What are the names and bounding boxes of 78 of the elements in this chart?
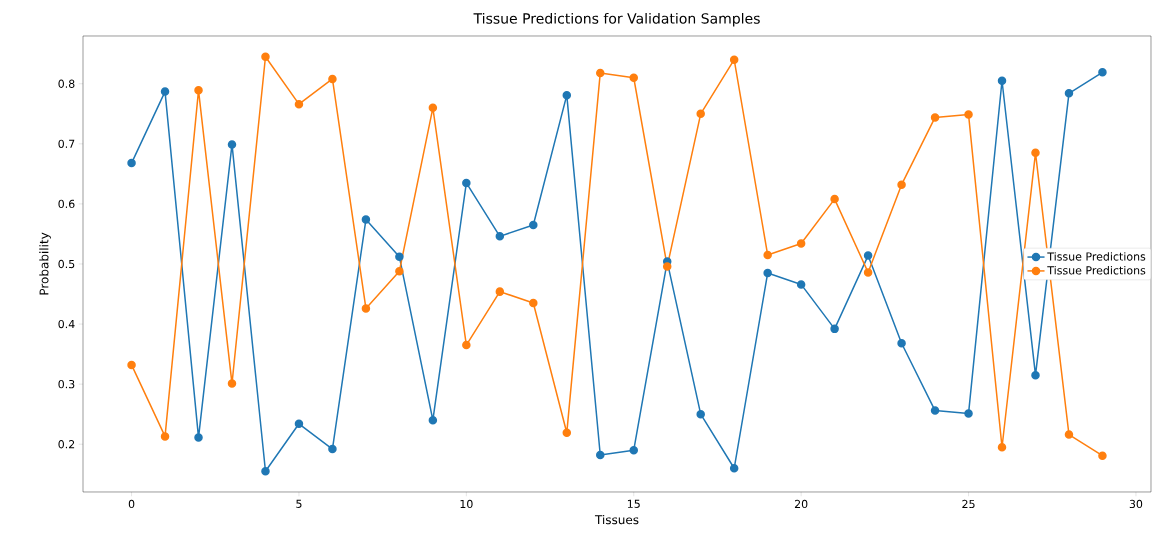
point (261, 467, 270, 476)
point (361, 304, 371, 313)
point (562, 428, 572, 438)
x-tick-label: 0 (128, 499, 135, 509)
y-tick-label: 0.5 (58, 259, 75, 269)
point (294, 419, 304, 429)
y-tick-label: 0.6 (58, 199, 75, 209)
point (796, 239, 806, 248)
y-tick-label: 0.8 (58, 79, 75, 88)
point (1031, 370, 1040, 380)
point (495, 287, 505, 296)
legend-label: Tissue Predictions (1047, 265, 1146, 275)
point (1064, 430, 1074, 439)
x-tick-label: 10 (460, 499, 473, 509)
x-tick-label: 30 (1129, 499, 1143, 509)
point (830, 194, 839, 204)
point (729, 464, 739, 473)
point (997, 76, 1007, 85)
y-tick-label: 0.3 (58, 379, 75, 389)
x-tick-label: 5 (296, 499, 302, 508)
y-axis-title: Probability (39, 232, 51, 295)
point (796, 280, 806, 289)
point (462, 178, 471, 188)
point (495, 232, 505, 241)
point (696, 109, 705, 119)
y-tick-label: 0.2 (58, 440, 75, 449)
point (227, 379, 237, 388)
point (930, 113, 940, 122)
point (863, 268, 873, 277)
point (127, 360, 136, 370)
point (227, 140, 237, 149)
point (261, 52, 270, 61)
point (428, 103, 438, 113)
point (863, 251, 873, 260)
point (529, 298, 538, 308)
point (428, 415, 438, 425)
point (763, 250, 772, 260)
x-tick-label: 25 (962, 499, 975, 509)
point (830, 324, 839, 334)
y-tick-label: 0.4 (58, 319, 75, 329)
point (696, 409, 705, 419)
y-tick-label: 0.7 (58, 139, 75, 148)
point (662, 262, 672, 271)
point (897, 180, 906, 189)
point (395, 266, 404, 276)
point (328, 444, 337, 454)
x-axis-title: Tissues (594, 514, 639, 525)
point (127, 158, 136, 168)
x-tick-label: 20 (794, 499, 808, 509)
point (596, 450, 605, 460)
legend-label: Tissue Predictions (1047, 252, 1146, 261)
point (1064, 89, 1074, 98)
point (997, 442, 1007, 452)
point (629, 445, 638, 455)
point (462, 340, 471, 350)
point (729, 55, 739, 64)
point (763, 268, 772, 278)
point (964, 110, 973, 119)
point (529, 220, 538, 230)
point (294, 99, 304, 109)
point (395, 252, 404, 262)
point (562, 90, 572, 100)
point (930, 406, 940, 415)
point (361, 215, 371, 224)
point (194, 86, 203, 95)
x-tick-label: 15 (627, 499, 640, 508)
point (596, 68, 605, 78)
point (1031, 148, 1040, 158)
chart-title: Tissue Predictions for Validation Samples (473, 12, 760, 27)
point (328, 74, 337, 84)
point (1098, 68, 1107, 77)
point (1098, 451, 1107, 460)
point (160, 432, 170, 441)
point (964, 409, 973, 418)
point (629, 73, 638, 82)
point (194, 433, 203, 442)
point (897, 339, 906, 348)
point (160, 87, 170, 96)
